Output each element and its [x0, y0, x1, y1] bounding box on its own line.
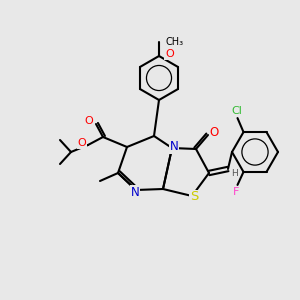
Text: CH₃: CH₃ [166, 37, 184, 47]
Text: S: S [190, 190, 198, 203]
Text: H: H [231, 169, 237, 178]
Text: O: O [209, 125, 219, 139]
Text: F: F [233, 187, 240, 197]
Text: O: O [165, 49, 174, 59]
Text: O: O [85, 116, 93, 126]
Text: N: N [130, 185, 140, 199]
Text: O: O [78, 138, 86, 148]
Text: N: N [169, 140, 178, 154]
Text: Cl: Cl [231, 106, 242, 116]
